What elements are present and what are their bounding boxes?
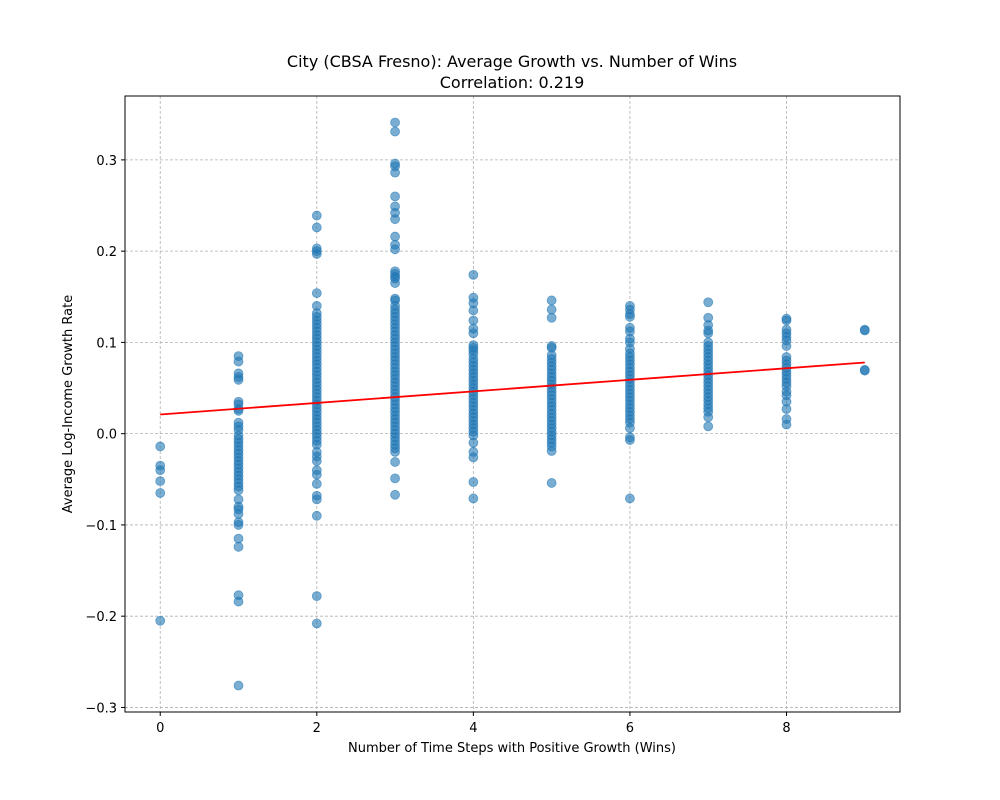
data-point: [625, 435, 635, 445]
data-point: [155, 615, 166, 626]
data-point: [311, 210, 322, 221]
trend-line-group: [160, 361, 865, 416]
data-point: [390, 447, 400, 457]
x-tick-label: 2: [313, 721, 321, 736]
data-point: [468, 269, 479, 280]
data-point: [311, 288, 322, 299]
data-point: [546, 304, 557, 315]
data-point: [781, 404, 792, 414]
y-tick-label: 0.2: [96, 245, 117, 260]
x-tick-label: 8: [782, 721, 790, 736]
data-point: [781, 419, 792, 430]
data-point: [311, 618, 322, 629]
trend-line: [160, 361, 865, 416]
data-point: [703, 297, 714, 308]
data-point: [781, 315, 792, 326]
data-point: [390, 278, 400, 288]
data-point: [311, 478, 322, 489]
scatter-points: [155, 117, 870, 691]
y-tick-label: 0.3: [96, 154, 117, 169]
data-point: [390, 214, 400, 225]
data-point: [311, 248, 322, 259]
y-tick-label: 0.0: [96, 428, 117, 443]
y-axis-ticks: −0.3 −0.2 −0.1 0.0 0.1 0.2 0.3: [85, 154, 125, 716]
data-point: [625, 311, 635, 322]
data-point: [233, 374, 244, 385]
data-point: [233, 596, 244, 607]
data-point: [703, 412, 714, 423]
data-point: [625, 423, 635, 434]
data-point: [390, 167, 400, 178]
data-point: [859, 325, 870, 336]
data-point: [703, 421, 714, 432]
data-point: [155, 441, 166, 452]
data-point: [546, 312, 557, 323]
data-point: [233, 680, 244, 691]
x-axis-label: Number of Time Steps with Positive Growt…: [348, 741, 676, 756]
data-point: [155, 488, 166, 498]
data-point: [468, 315, 479, 326]
y-tick-label: −0.1: [85, 519, 117, 534]
data-point: [390, 244, 400, 255]
data-point: [546, 446, 557, 456]
x-tick-label: 6: [626, 721, 634, 736]
data-point: [233, 485, 244, 496]
data-point: [311, 494, 322, 505]
x-tick-label: 0: [156, 721, 164, 736]
y-tick-label: −0.2: [85, 610, 117, 625]
data-point: [390, 231, 400, 242]
data-point: [233, 541, 244, 552]
data-point: [859, 365, 870, 376]
data-point: [546, 478, 557, 488]
data-point: [390, 191, 400, 202]
data-point: [155, 465, 166, 476]
data-point: [390, 457, 400, 467]
data-point: [468, 493, 479, 504]
data-point: [546, 295, 557, 306]
plot-area-frame: [124, 95, 901, 713]
x-tick-label: 4: [469, 721, 477, 736]
chart-title: City (CBSA Fresno): Average Growth vs. N…: [287, 52, 737, 71]
chart-subtitle: Correlation: 0.219: [440, 73, 585, 92]
data-point: [390, 489, 400, 500]
data-point: [311, 591, 322, 602]
data-point: [233, 520, 244, 530]
data-point: [233, 509, 244, 519]
data-point: [468, 437, 479, 448]
y-tick-label: −0.3: [85, 701, 117, 716]
data-point: [468, 328, 479, 339]
data-point: [390, 126, 400, 137]
data-point: [468, 305, 479, 316]
data-point: [703, 328, 714, 339]
data-point: [233, 533, 244, 544]
data-point: [311, 456, 322, 466]
data-point: [625, 493, 635, 504]
data-point: [468, 452, 479, 463]
data-point: [233, 356, 244, 367]
y-axis-label: Average Log-Income Growth Rate: [61, 295, 76, 513]
data-point: [390, 473, 400, 484]
y-tick-label: 0.1: [96, 336, 117, 351]
x-axis-ticks: 0 2 4 6 8: [156, 712, 791, 736]
data-point: [468, 477, 479, 487]
data-point: [390, 117, 400, 128]
data-point: [781, 341, 792, 351]
data-point: [311, 510, 322, 521]
data-point: [311, 222, 322, 233]
data-point: [155, 476, 166, 487]
data-point: [311, 469, 322, 480]
